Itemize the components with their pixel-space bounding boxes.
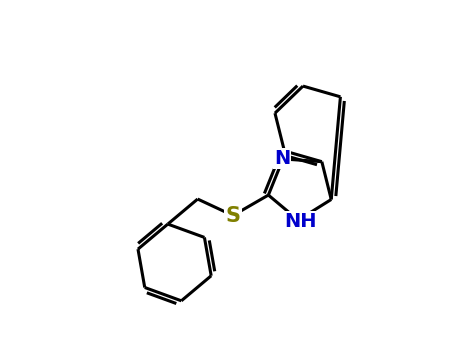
Text: S: S [226,206,240,226]
Text: N: N [274,149,290,168]
Text: NH: NH [285,211,317,230]
